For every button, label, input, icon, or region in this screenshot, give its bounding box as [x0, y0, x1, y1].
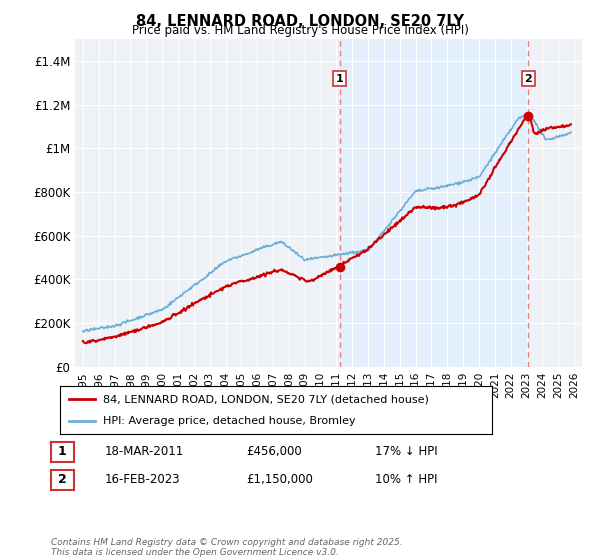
- Text: Contains HM Land Registry data © Crown copyright and database right 2025.
This d: Contains HM Land Registry data © Crown c…: [51, 538, 403, 557]
- Text: 1: 1: [336, 73, 344, 83]
- Text: 2: 2: [524, 73, 532, 83]
- Text: 17% ↓ HPI: 17% ↓ HPI: [375, 445, 437, 459]
- Text: 84, LENNARD ROAD, LONDON, SE20 7LY: 84, LENNARD ROAD, LONDON, SE20 7LY: [136, 14, 464, 29]
- Text: £1,150,000: £1,150,000: [246, 473, 313, 487]
- Bar: [340, 39, 529, 367]
- Text: 84, LENNARD ROAD, LONDON, SE20 7LY (detached house): 84, LENNARD ROAD, LONDON, SE20 7LY (deta…: [103, 394, 429, 404]
- Text: 10% ↑ HPI: 10% ↑ HPI: [375, 473, 437, 487]
- Text: 1: 1: [58, 445, 67, 459]
- Text: HPI: Average price, detached house, Bromley: HPI: Average price, detached house, Brom…: [103, 416, 356, 426]
- Text: 16-FEB-2023: 16-FEB-2023: [105, 473, 181, 487]
- Text: 2: 2: [58, 473, 67, 487]
- Text: 18-MAR-2011: 18-MAR-2011: [105, 445, 184, 459]
- Text: £456,000: £456,000: [246, 445, 302, 459]
- Text: Price paid vs. HM Land Registry's House Price Index (HPI): Price paid vs. HM Land Registry's House …: [131, 24, 469, 37]
